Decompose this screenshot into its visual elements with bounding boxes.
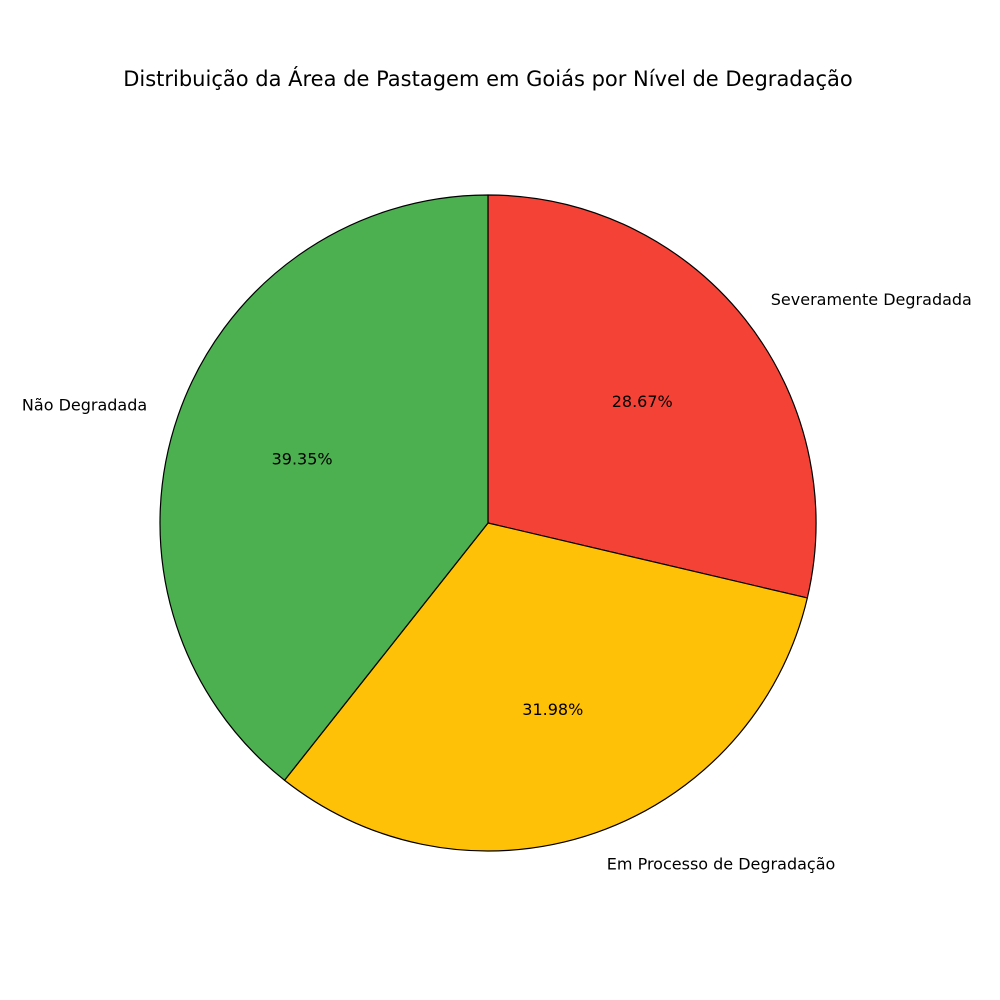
slice-category-label: Não Degradada bbox=[22, 396, 147, 415]
pie-slice bbox=[159, 194, 489, 781]
slice-percent-label: 39.35% bbox=[272, 449, 333, 468]
slice-percent-label: 31.98% bbox=[522, 700, 583, 719]
pie-slice bbox=[283, 522, 808, 852]
slice-category-label: Em Processo de Degradação bbox=[607, 855, 836, 874]
slice-percent-label: 28.67% bbox=[612, 392, 673, 411]
pie-slices bbox=[159, 194, 817, 852]
pie-labels: Severamente Degradada 28.67% Em Processo d… bbox=[22, 290, 972, 874]
chart-title: Distribuição da Área de Pastagem em Goiá… bbox=[123, 66, 853, 91]
pie-slice bbox=[487, 194, 817, 599]
slice-category-label: Severamente Degradada bbox=[771, 290, 972, 309]
